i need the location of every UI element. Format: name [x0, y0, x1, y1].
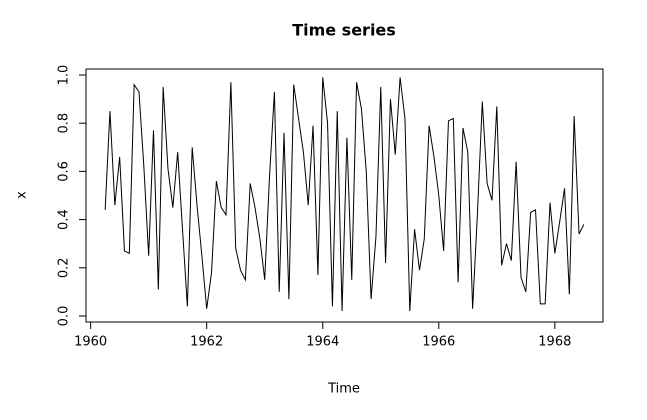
chart-title: Time series [292, 21, 396, 40]
y-tick-label: 0.4 [57, 209, 72, 230]
x-tick-label: 1962 [190, 335, 223, 350]
series-line [104, 77, 585, 312]
y-tick-label: 0.6 [57, 161, 72, 182]
y-tick-label: 0.8 [57, 113, 72, 134]
y-axis-label: x [15, 191, 30, 199]
x-tick-label: 1964 [306, 335, 339, 350]
x-tick-label: 1966 [422, 335, 455, 350]
x-tick-label: 1968 [538, 335, 571, 350]
y-tick-label: 1.0 [57, 65, 72, 86]
x-axis-label: Time [327, 382, 360, 397]
x-tick-label: 1960 [74, 335, 107, 350]
y-tick-label: 0.2 [57, 257, 72, 278]
plot-box [85, 68, 604, 323]
y-tick-label: 0.0 [57, 306, 72, 327]
